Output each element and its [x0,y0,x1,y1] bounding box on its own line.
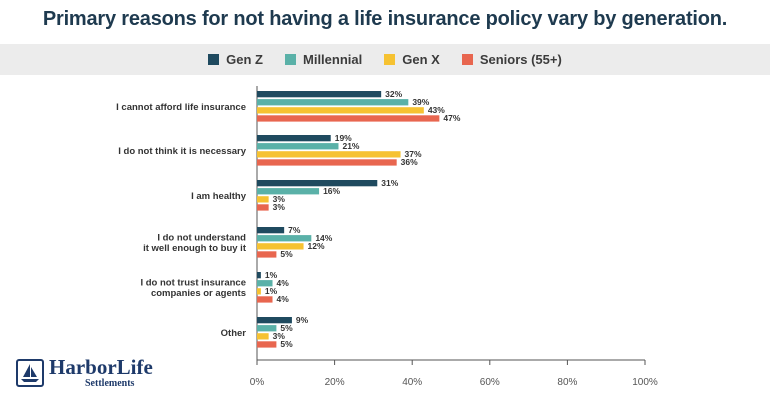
bar [257,91,382,98]
category-label-line: companies or agents [151,288,246,299]
x-tick-label: 0% [250,377,265,388]
bar [257,341,277,348]
data-label: 21% [342,141,359,151]
category-label: I cannot afford life insurance [116,102,246,113]
legend-item: Seniors (55+) [461,52,562,67]
category-label-line: Other [221,328,247,339]
chart-title: Primary reasons for not having a life in… [42,8,728,30]
data-label: 4% [277,278,290,288]
data-label: 39% [412,97,429,107]
category-label-line: I do not understand [157,233,246,244]
bar [257,227,285,234]
bar [257,251,277,258]
data-label: 14% [315,233,332,243]
legend-label: Gen Z [226,52,263,67]
category-label-line: I cannot afford life insurance [116,102,246,113]
data-label: 9% [296,315,309,325]
category-label: I do not think it is necessary [118,146,246,157]
harborlife-logo: HarborLife Settlements [16,356,153,390]
legend-swatch [384,54,396,65]
category-label-line: I am healthy [191,191,247,202]
legend-swatch [461,54,473,65]
data-label: 36% [401,157,418,167]
legend-swatch [208,54,220,65]
x-tick-label: 100% [632,377,658,388]
bar [257,272,261,279]
bar [257,143,339,150]
data-label: 3% [273,194,286,204]
data-label: 31% [381,178,398,188]
data-label: 37% [405,149,422,159]
x-tick-label: 40% [402,377,422,388]
data-label: 1% [265,286,278,296]
data-label: 7% [288,225,301,235]
category-label: Other [221,328,247,339]
legend-label: Seniors (55+) [479,52,562,67]
x-tick-label: 20% [325,377,345,388]
bar [257,280,273,287]
legend-label: Millennial [303,52,363,67]
data-label: 16% [323,186,340,196]
bar [257,159,397,166]
logo-name: HarborLife [49,355,153,379]
category-label-line: I do not trust insurance [140,278,246,289]
legend-item: Gen Z [208,52,263,67]
data-label: 5% [280,339,293,349]
bar [257,204,269,211]
sailboat-icon [16,359,44,387]
bar [257,151,401,158]
bar [257,288,261,295]
legend-label: Gen X [402,52,440,67]
category-label-line: I do not think it is necessary [118,146,246,157]
data-label: 1% [265,270,278,280]
bar [257,243,304,250]
logo-subtitle: Settlements [85,378,135,389]
data-label: 4% [277,294,290,304]
legend-swatch [285,54,296,65]
bar [257,325,277,332]
bar [257,180,378,187]
data-label: 19% [335,133,352,143]
legend-item: Millennial [285,52,362,67]
data-label: 47% [443,113,460,123]
legend: Gen Z Millennial Gen X Seniors (55+) [0,44,770,75]
bar [257,317,292,324]
legend-item: Gen X [384,52,440,67]
category-label: I do not understand it well enough to buy… [143,233,247,255]
category-label: I do not trust insurance companies or age… [140,278,246,300]
category-label-line: it well enough to buy it [143,243,247,254]
bar [257,135,331,142]
bar [257,115,440,122]
data-label: 3% [273,202,286,212]
category-label: I am healthy [191,191,247,202]
bar [257,99,409,106]
data-label: 5% [280,323,293,333]
bar [257,333,269,340]
x-tick-label: 60% [480,377,500,388]
bar [257,235,312,242]
bar [257,107,424,114]
bar [257,196,269,203]
data-label: 5% [280,249,293,259]
data-label: 32% [385,89,402,99]
data-label: 12% [308,241,325,251]
bar [257,296,273,303]
data-label: 3% [273,331,286,341]
bar [257,188,320,195]
data-label: 43% [428,105,445,115]
x-tick-label: 80% [557,377,577,388]
